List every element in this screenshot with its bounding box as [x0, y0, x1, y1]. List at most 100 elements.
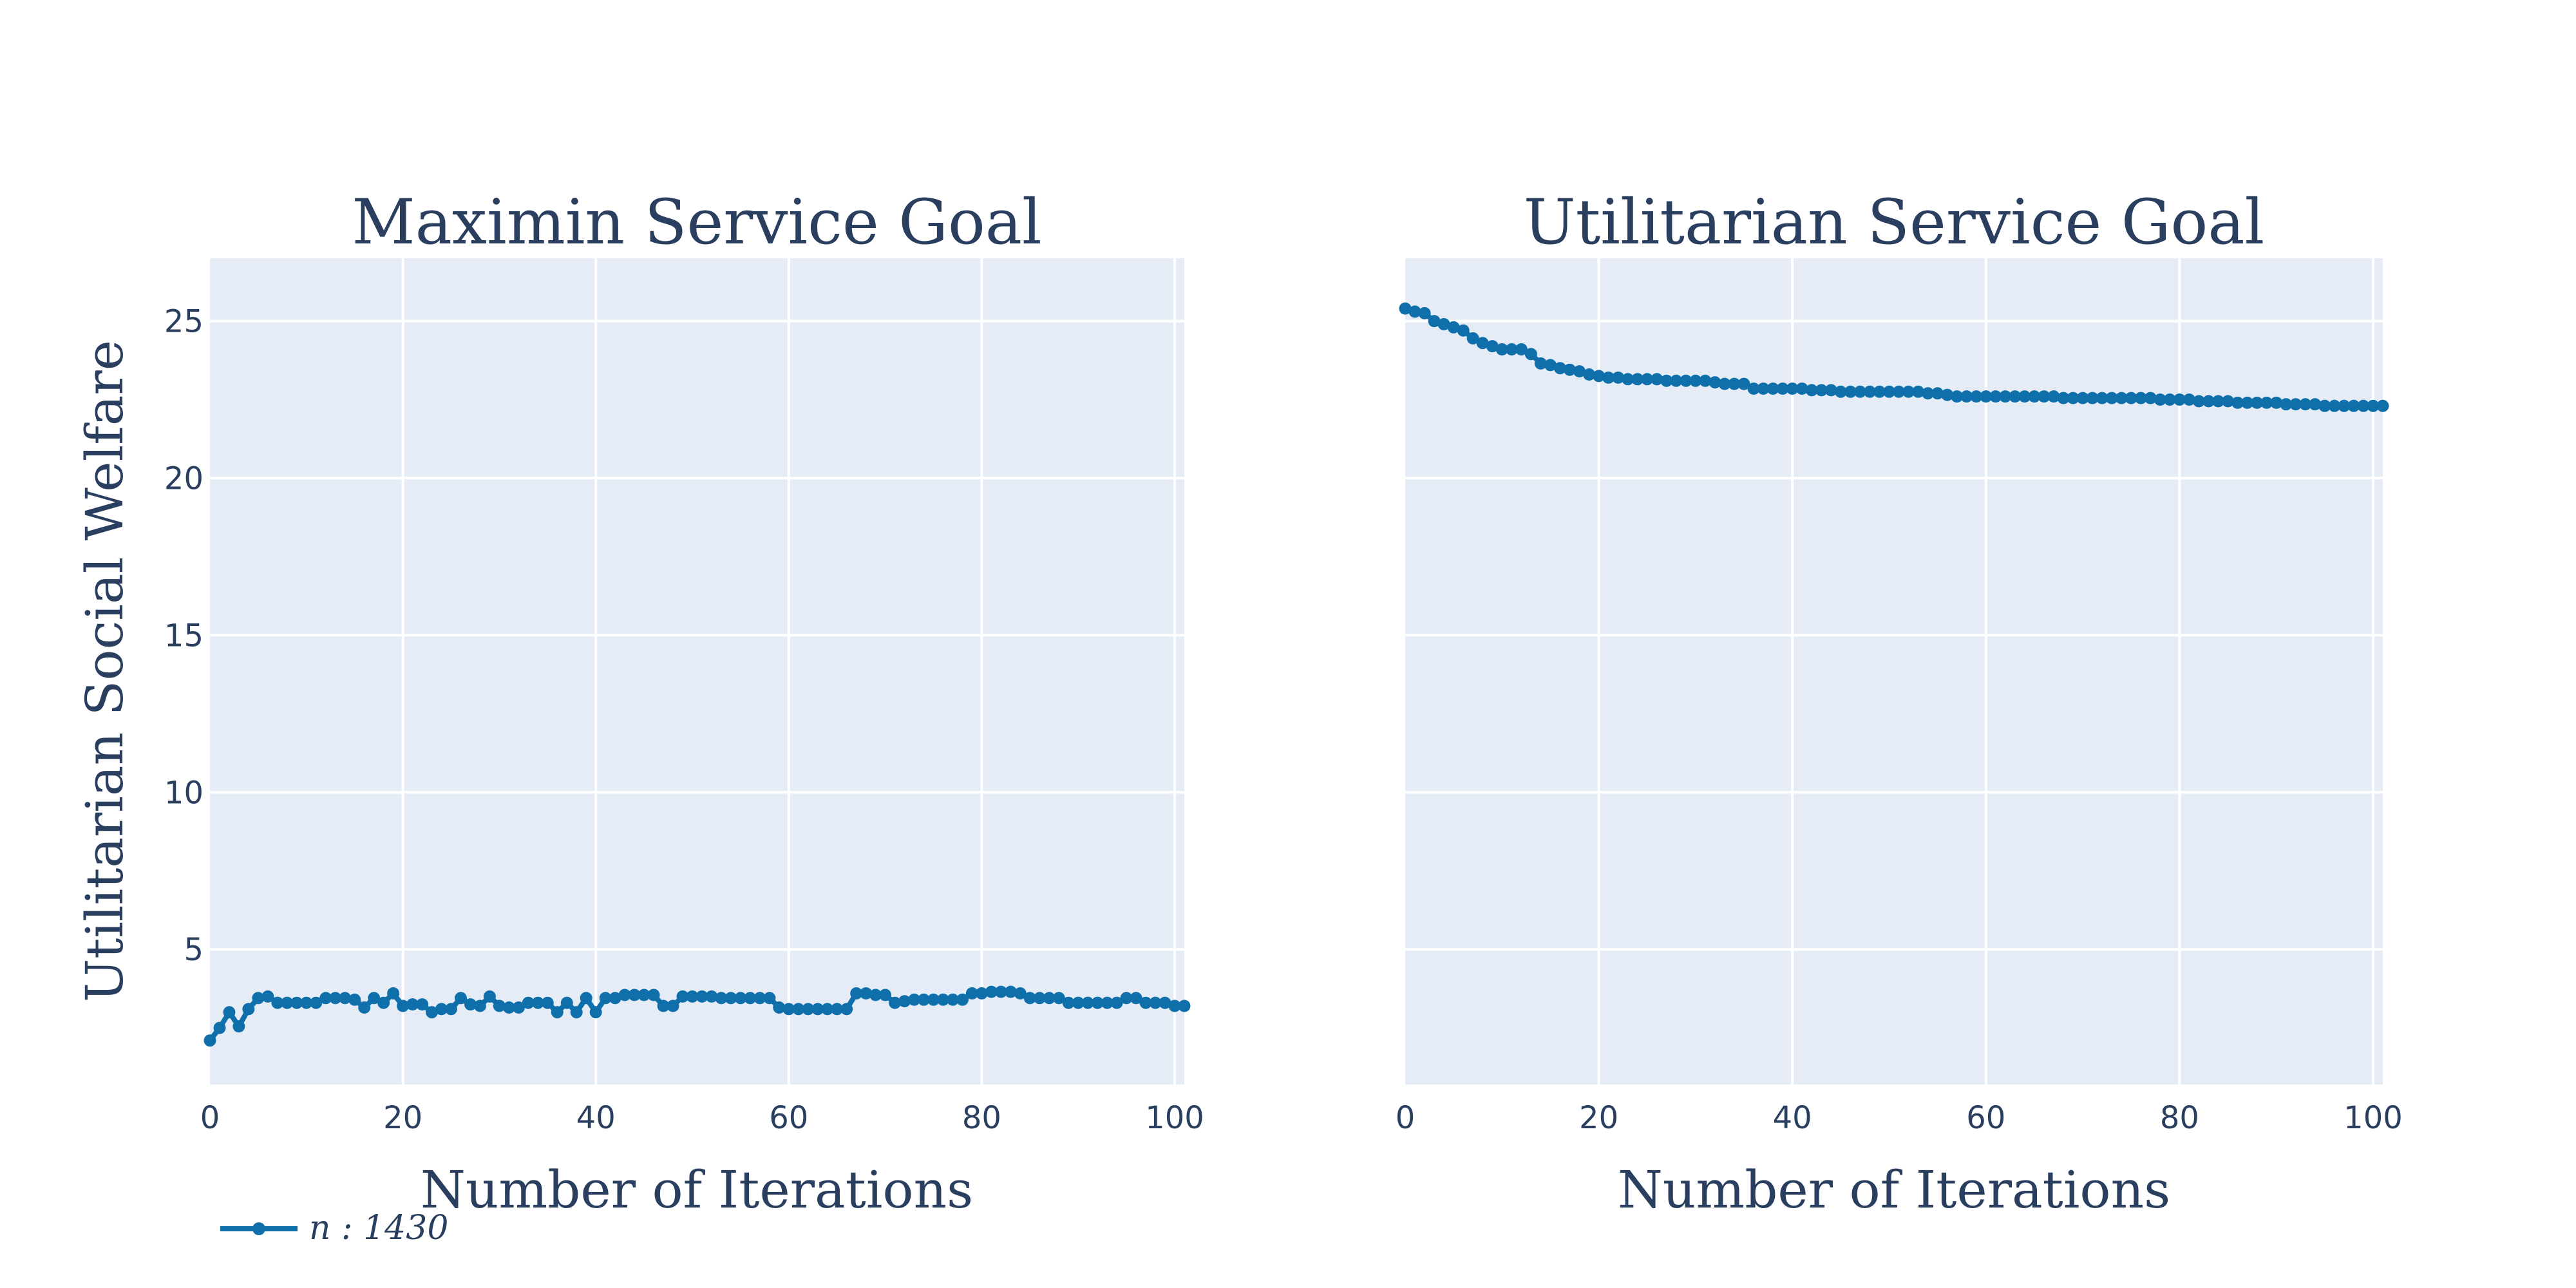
data-point[interactable]	[1139, 996, 1152, 1009]
data-point[interactable]	[2280, 398, 2293, 411]
data-point[interactable]	[618, 989, 631, 1001]
data-point[interactable]	[570, 1006, 583, 1019]
data-point[interactable]	[310, 996, 323, 1009]
data-point[interactable]	[599, 992, 612, 1005]
data-point[interactable]	[975, 987, 988, 999]
data-point[interactable]	[1014, 987, 1027, 999]
data-point[interactable]	[329, 992, 342, 1005]
data-point[interactable]	[2105, 392, 2118, 404]
data-point[interactable]	[1554, 362, 1566, 375]
data-point[interactable]	[223, 1006, 236, 1019]
data-point[interactable]	[1418, 307, 1431, 319]
data-point[interactable]	[580, 992, 592, 1005]
data-point[interactable]	[1824, 384, 1837, 397]
data-point[interactable]	[782, 1003, 795, 1016]
data-point[interactable]	[502, 1001, 515, 1014]
data-point[interactable]	[831, 1003, 844, 1016]
data-point[interactable]	[2357, 399, 2370, 412]
data-point[interactable]	[1023, 992, 1036, 1005]
data-point[interactable]	[473, 999, 486, 1012]
data-point[interactable]	[358, 1001, 371, 1014]
data-point[interactable]	[1622, 373, 1634, 386]
data-point[interactable]	[483, 990, 496, 1003]
data-point[interactable]	[898, 995, 911, 1008]
data-point[interactable]	[1447, 321, 1460, 334]
data-point[interactable]	[213, 1021, 226, 1034]
data-point[interactable]	[2270, 396, 2283, 409]
data-point[interactable]	[1168, 999, 1181, 1012]
data-point[interactable]	[1718, 377, 1731, 390]
data-point[interactable]	[261, 990, 274, 1003]
data-point[interactable]	[908, 993, 921, 1006]
data-point[interactable]	[918, 993, 930, 1006]
data-point[interactable]	[1980, 390, 1993, 403]
data-point[interactable]	[2076, 392, 2089, 404]
data-point[interactable]	[1428, 315, 1441, 328]
data-point[interactable]	[2241, 396, 2254, 409]
data-point[interactable]	[1853, 385, 1866, 398]
data-point[interactable]	[2144, 392, 2157, 404]
data-point[interactable]	[2299, 398, 2312, 411]
data-point[interactable]	[2183, 393, 2195, 406]
data-point[interactable]	[2222, 395, 2234, 408]
data-point[interactable]	[937, 993, 949, 1006]
data-point[interactable]	[551, 1006, 564, 1019]
data-point[interactable]	[1805, 384, 1818, 397]
data-point[interactable]	[850, 987, 863, 999]
data-point[interactable]	[1902, 385, 1915, 398]
data-point[interactable]	[1515, 343, 1528, 355]
data-point[interactable]	[204, 1034, 216, 1047]
data-point[interactable]	[242, 1003, 255, 1016]
data-point[interactable]	[1999, 390, 2012, 403]
data-point[interactable]	[493, 999, 506, 1012]
data-point[interactable]	[464, 998, 477, 1011]
data-point[interactable]	[1651, 373, 1663, 386]
data-point[interactable]	[869, 989, 882, 1001]
data-point[interactable]	[232, 1020, 245, 1033]
data-point[interactable]	[734, 992, 747, 1005]
data-point[interactable]	[2309, 398, 2322, 411]
data-point[interactable]	[1680, 374, 1692, 387]
data-point[interactable]	[1912, 385, 1925, 398]
data-point[interactable]	[1776, 383, 1789, 395]
data-point[interactable]	[290, 996, 303, 1009]
data-point[interactable]	[339, 992, 352, 1005]
data-point[interactable]	[1583, 368, 1596, 381]
data-point[interactable]	[744, 992, 757, 1005]
data-point[interactable]	[1631, 373, 1644, 386]
data-point[interactable]	[512, 1001, 525, 1014]
data-point[interactable]	[1101, 996, 1113, 1009]
data-point[interactable]	[1130, 992, 1142, 1005]
data-point[interactable]	[368, 992, 381, 1005]
data-point[interactable]	[435, 1003, 448, 1016]
data-point[interactable]	[2347, 399, 2360, 412]
data-point[interactable]	[426, 1006, 438, 1019]
data-point[interactable]	[2202, 395, 2215, 408]
data-point[interactable]	[705, 990, 718, 1003]
data-point[interactable]	[2231, 396, 2244, 409]
data-point[interactable]	[647, 989, 660, 1001]
data-point[interactable]	[1564, 363, 1576, 376]
data-point[interactable]	[1486, 340, 1499, 353]
data-point[interactable]	[1408, 305, 1421, 318]
data-point[interactable]	[667, 999, 679, 1012]
data-point[interactable]	[1110, 996, 1123, 1009]
data-point[interactable]	[445, 1003, 457, 1016]
data-point[interactable]	[300, 996, 313, 1009]
data-point[interactable]	[589, 1006, 602, 1019]
data-point[interactable]	[1922, 387, 1935, 400]
data-point[interactable]	[2260, 396, 2273, 409]
data-point[interactable]	[2367, 399, 2380, 412]
data-point[interactable]	[657, 999, 670, 1012]
data-point[interactable]	[522, 996, 535, 1009]
data-point[interactable]	[2192, 395, 2205, 408]
data-point[interactable]	[860, 987, 873, 999]
data-point[interactable]	[2086, 392, 2099, 404]
data-point[interactable]	[956, 993, 969, 1006]
data-point[interactable]	[2115, 392, 2128, 404]
data-point[interactable]	[994, 985, 1007, 998]
data-point[interactable]	[397, 999, 410, 1012]
data-point[interactable]	[1689, 374, 1702, 387]
data-point[interactable]	[1863, 385, 1876, 398]
data-point[interactable]	[1612, 371, 1625, 384]
